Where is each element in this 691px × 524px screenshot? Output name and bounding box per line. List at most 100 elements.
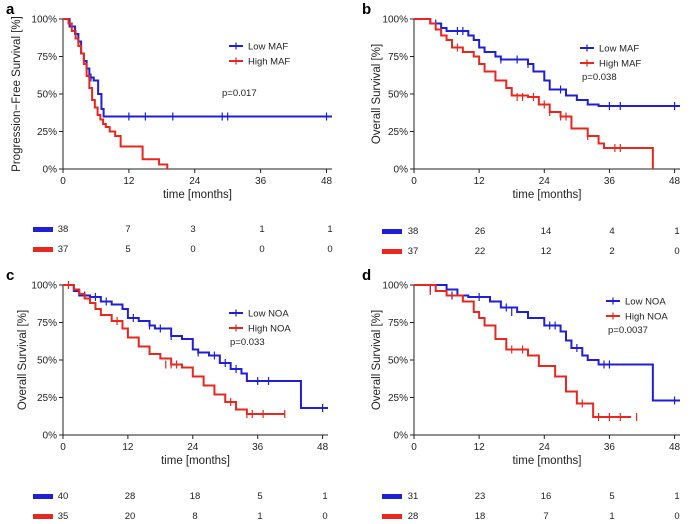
risk-count: 2 xyxy=(609,246,614,257)
y-tick-label: 50% xyxy=(37,90,57,101)
risk-count: 1 xyxy=(322,491,327,502)
risk-row-swatch xyxy=(33,514,53,519)
risk-row-swatch xyxy=(33,494,53,499)
x-tick-label: 12 xyxy=(123,176,135,187)
y-tick-label: 25% xyxy=(37,127,57,138)
risk-count: 0 xyxy=(190,244,195,255)
y-tick-label: 0% xyxy=(394,431,409,442)
risk-count: 28 xyxy=(125,491,136,502)
panel-c: c 0% 25% 50% 75% 100% 0 12 24 36 48 time [months] Ov… xyxy=(6,267,329,522)
x-tick-label: 24 xyxy=(539,176,551,187)
x-tick-label: 48 xyxy=(669,442,681,453)
series-line-high-maf xyxy=(63,18,169,169)
series-line-low-noa xyxy=(63,284,328,409)
x-tick-label: 36 xyxy=(252,442,264,453)
risk-row-swatch xyxy=(33,227,53,232)
risk-count: 40 xyxy=(58,491,69,502)
risk-row-swatch xyxy=(382,229,402,234)
y-tick-label: 100% xyxy=(382,281,408,292)
series-line-high-noa xyxy=(63,284,285,415)
risk-count: 22 xyxy=(475,246,486,257)
x-tick-label: 0 xyxy=(60,442,66,453)
y-tick-label: 0% xyxy=(43,165,58,176)
y-tick-label: 75% xyxy=(388,318,408,329)
risk-count: 0 xyxy=(322,511,327,522)
risk-count: 1 xyxy=(327,224,332,235)
risk-count: 1 xyxy=(259,224,264,235)
risk-count: 31 xyxy=(408,491,419,502)
x-tick-label: 24 xyxy=(189,176,201,187)
x-tick-label: 0 xyxy=(411,176,417,187)
risk-count: 20 xyxy=(125,511,136,522)
y-tick-label: 0% xyxy=(43,431,58,442)
risk-count: 18 xyxy=(475,511,486,522)
y-tick-label: 75% xyxy=(37,318,57,329)
risk-count: 0 xyxy=(674,246,679,257)
y-tick-label: 100% xyxy=(31,281,57,292)
y-tick-label: 75% xyxy=(37,52,57,63)
x-tick-label: 48 xyxy=(317,442,329,453)
panel-letter: d xyxy=(362,267,371,284)
x-tick-label: 48 xyxy=(669,176,681,187)
series-line-low-noa xyxy=(414,284,680,402)
risk-count: 5 xyxy=(609,491,614,502)
legend-label: High MAF xyxy=(599,59,641,70)
legend-label: Low MAF xyxy=(248,42,288,53)
series-line-low-maf xyxy=(63,18,332,118)
risk-count: 1 xyxy=(609,511,614,522)
series-line-high-noa xyxy=(414,284,632,418)
risk-row-swatch xyxy=(382,514,402,519)
x-tick-label: 36 xyxy=(255,176,267,187)
risk-count: 38 xyxy=(58,224,69,235)
panel-a: a 0% 25% 50% 75% 100% 0 12 24 36 48 time [months] Pr… xyxy=(6,1,333,255)
x-axis-label: time [months] xyxy=(163,189,232,201)
x-tick-label: 36 xyxy=(604,442,616,453)
x-tick-label: 24 xyxy=(187,442,199,453)
risk-count: 16 xyxy=(541,491,552,502)
risk-count: 18 xyxy=(190,491,201,502)
x-tick-label: 24 xyxy=(539,442,551,453)
risk-count: 26 xyxy=(475,226,486,237)
x-tick-label: 48 xyxy=(321,176,333,187)
y-tick-label: 25% xyxy=(37,393,57,404)
risk-count: 12 xyxy=(541,246,552,257)
x-tick-label: 12 xyxy=(122,442,134,453)
risk-count: 7 xyxy=(125,224,130,235)
risk-count: 28 xyxy=(408,511,419,522)
x-axis-label: time [months] xyxy=(161,455,230,467)
risk-count: 23 xyxy=(475,491,486,502)
x-tick-label: 36 xyxy=(604,176,616,187)
risk-count: 5 xyxy=(257,491,262,502)
risk-row-swatch xyxy=(33,247,53,252)
risk-count: 37 xyxy=(408,246,419,257)
risk-count: 0 xyxy=(259,244,264,255)
legend-label: Low NOA xyxy=(248,309,289,320)
legend-label: Low MAF xyxy=(599,44,639,55)
panel-letter: a xyxy=(6,1,15,18)
y-tick-label: 75% xyxy=(388,52,408,63)
x-tick-label: 0 xyxy=(60,176,66,187)
p-value: p=0.038 xyxy=(582,72,617,83)
risk-count: 7 xyxy=(543,511,548,522)
y-axis-label: Overall Survival [%] xyxy=(371,44,383,144)
risk-count: 3 xyxy=(190,224,195,235)
x-tick-label: 0 xyxy=(411,442,417,453)
risk-count: 1 xyxy=(674,491,679,502)
y-tick-label: 0% xyxy=(394,165,409,176)
legend-label: Low NOA xyxy=(625,297,666,308)
legend-label: High MAF xyxy=(248,57,290,68)
risk-count: 0 xyxy=(327,244,332,255)
risk-count: 5 xyxy=(125,244,130,255)
x-tick-label: 12 xyxy=(474,442,486,453)
panel-letter: b xyxy=(362,1,371,18)
x-tick-label: 12 xyxy=(474,176,486,187)
p-value: p=0.033 xyxy=(230,337,265,348)
y-tick-label: 50% xyxy=(37,356,57,367)
risk-count: 8 xyxy=(192,511,197,522)
p-value: p=0.017 xyxy=(222,88,257,99)
y-tick-label: 25% xyxy=(388,127,408,138)
y-tick-label: 100% xyxy=(382,15,408,26)
risk-row-swatch xyxy=(382,494,402,499)
